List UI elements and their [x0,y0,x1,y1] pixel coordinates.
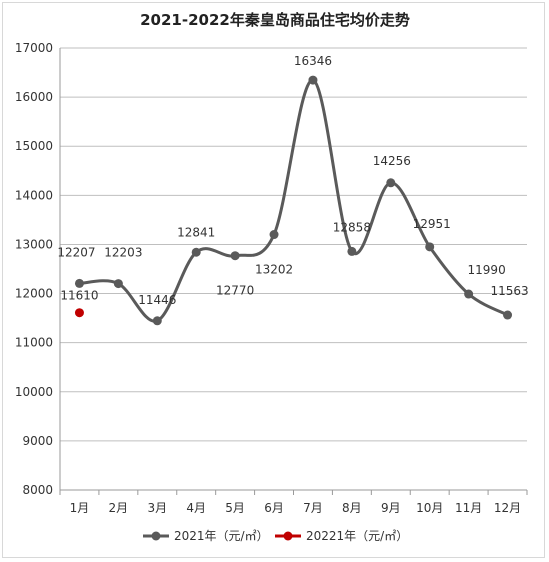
data-label: 14256 [373,154,411,168]
data-point [152,316,162,326]
grid-lines [59,47,528,495]
data-label: 11563 [490,284,528,298]
series-lines [79,78,509,323]
data-point [347,246,357,256]
y-tick-label: 16000 [15,90,53,104]
data-point [74,308,84,318]
data-label: 11990 [468,263,506,277]
legend-entry: 20221年（元/㎡） [306,529,408,543]
y-tick-label: 17000 [15,41,53,55]
x-tick-label: 10月 [416,501,443,515]
legend-entry: 2021年（元/㎡） [174,529,269,543]
data-point [386,178,396,188]
x-tick-label: 11月 [455,501,482,515]
y-tick-label: 10000 [15,385,53,399]
data-label: 12841 [177,225,215,239]
chart-frame [2,2,545,558]
data-label: 11446 [138,293,176,307]
data-label: 12770 [216,284,254,298]
data-label: 11610 [60,289,98,303]
x-tick-label: 8月 [342,501,362,515]
x-tick-label: 2月 [109,501,129,515]
data-point [74,278,84,288]
data-label: 13202 [255,263,293,277]
x-tick-label: 9月 [381,501,401,515]
y-tick-label: 12000 [15,287,53,301]
x-tick-label: 12月 [494,501,521,515]
y-tick-label: 15000 [15,139,53,153]
data-point [230,251,240,261]
x-tick-label: 3月 [147,501,167,515]
data-point [425,242,435,252]
y-tick-label: 13000 [15,237,53,251]
y-tick-labels: 8000 9000 10000 11000 12000 13000 14000 15000 16… [15,41,53,497]
legend: 2021年（元/㎡） 20221年（元/㎡） [143,529,408,543]
x-tick-label: 6月 [264,501,284,515]
data-label: 12858 [333,220,371,234]
data-point [191,247,201,257]
data-point [269,230,279,240]
legend-marker [283,531,293,541]
x-tick-label: 7月 [303,501,323,515]
data-point [464,289,474,299]
chart-title: 2021-2022年秦皇岛商品住宅均价走势 [140,11,410,29]
data-label: 12203 [104,246,142,260]
x-tick-label: 4月 [186,501,206,515]
series-line [79,78,509,323]
y-tick-label: 14000 [15,188,53,202]
data-point [308,75,318,85]
y-tick-label: 9000 [22,434,53,448]
data-point [113,279,123,289]
data-points [74,75,513,326]
legend-marker [151,531,161,541]
data-label: 12951 [413,217,451,231]
x-tick-label: 1月 [70,501,90,515]
x-tick-label: 5月 [225,501,245,515]
y-tick-label: 8000 [22,483,53,497]
data-label: 16346 [294,54,332,68]
data-point [503,310,513,320]
y-tick-label: 11000 [15,336,53,350]
data-label: 12207 [57,245,95,259]
x-tick-labels: 1月 2月 3月 4月 5月 6月 7月 8月 9月 10月 11月 12月 [70,501,522,515]
